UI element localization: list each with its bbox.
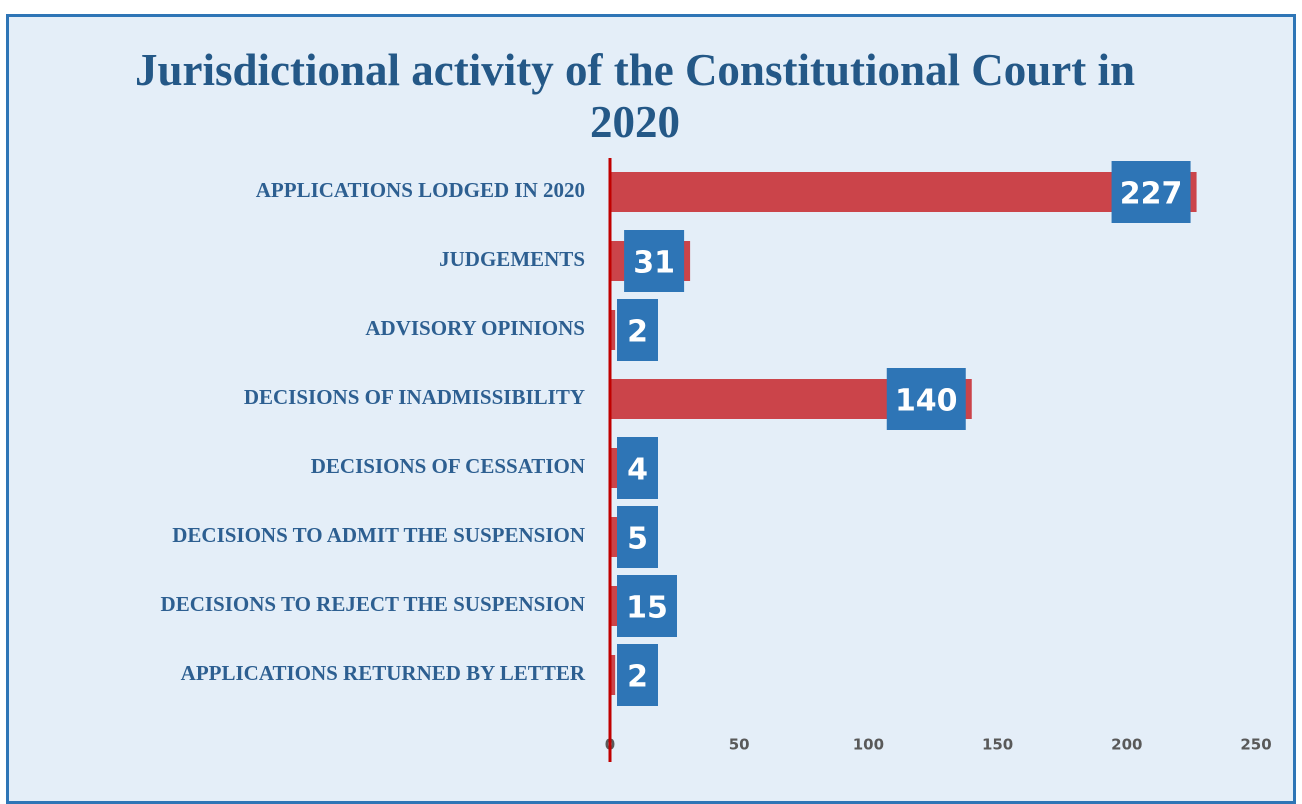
value-label-box bbox=[617, 437, 658, 499]
value-label-box bbox=[1111, 161, 1191, 223]
value-label-box bbox=[617, 644, 658, 706]
x-tick-label: 50 bbox=[729, 736, 750, 754]
chart-title: Jurisdictional activity of the Constitut… bbox=[134, 45, 1136, 147]
value-label: 31 bbox=[633, 246, 675, 281]
value-label-box bbox=[617, 575, 677, 637]
bar bbox=[610, 655, 616, 695]
x-tick-label: 250 bbox=[1240, 736, 1271, 754]
value-label: 227 bbox=[1120, 177, 1183, 212]
value-label: 4 bbox=[627, 453, 648, 488]
value-label: 2 bbox=[627, 315, 648, 350]
bar bbox=[610, 172, 1197, 212]
value-label: 140 bbox=[895, 384, 958, 419]
y-tick-label: ADVISORY OPINIONS bbox=[365, 316, 585, 340]
x-tick-label: 150 bbox=[982, 736, 1013, 754]
y-tick-label: DECISIONS TO ADMIT THE SUSPENSION bbox=[172, 523, 585, 547]
bar bbox=[610, 310, 616, 350]
x-tick-label: 200 bbox=[1111, 736, 1142, 754]
y-tick-label: APPLICATIONS RETURNED BY LETTER bbox=[181, 661, 586, 685]
y-tick-label: DECISIONS OF INADMISSIBILITY bbox=[244, 385, 585, 409]
value-label-box bbox=[624, 230, 685, 292]
y-tick-label: DECISIONS TO REJECT THE SUSPENSION bbox=[161, 592, 585, 616]
value-label-box bbox=[886, 368, 966, 430]
bar bbox=[610, 448, 621, 488]
x-tick-label: 100 bbox=[853, 736, 884, 754]
value-label-box bbox=[617, 506, 658, 568]
value-label: 15 bbox=[626, 591, 668, 626]
value-label: 5 bbox=[627, 522, 648, 557]
value-label-box bbox=[617, 299, 658, 361]
y-tick-label: APPLICATIONS LODGED IN 2020 bbox=[256, 178, 585, 202]
y-tick-label: DECISIONS OF CESSATION bbox=[311, 454, 585, 478]
value-label: 2 bbox=[627, 660, 648, 695]
y-tick-label: JUDGEMENTS bbox=[439, 247, 585, 271]
